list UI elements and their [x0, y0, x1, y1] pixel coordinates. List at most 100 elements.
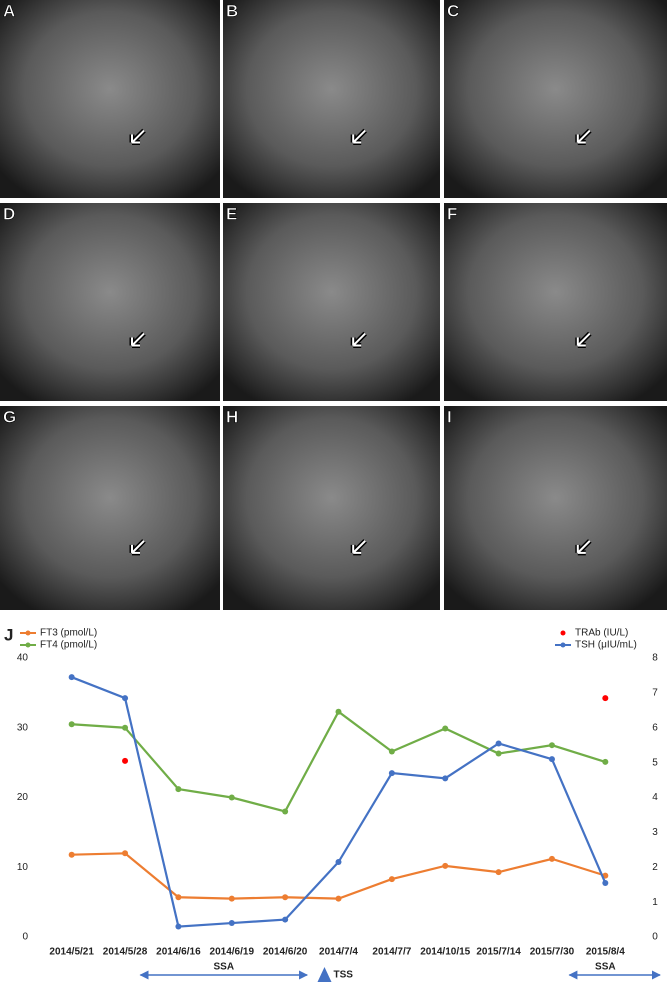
arrow-icon	[352, 540, 366, 554]
y2-tick-label: 4	[652, 792, 658, 803]
data-point	[68, 851, 75, 858]
data-point	[122, 695, 129, 702]
panel-label: H	[226, 407, 238, 426]
x-tick-label: 2014/5/21	[49, 947, 94, 958]
mri-image	[223, 0, 440, 198]
legend-label: TRAb (IU/L)	[575, 628, 628, 639]
data-point	[495, 740, 502, 747]
data-point	[548, 742, 555, 749]
y2-tick-label: 2	[652, 862, 658, 873]
legend-label: FT3 (pmol/L)	[40, 628, 97, 639]
x-tick-label: 2014/7/4	[319, 947, 358, 958]
data-point	[388, 748, 395, 755]
y2-tick-label: 0	[652, 932, 658, 943]
legend-marker	[25, 642, 31, 648]
legend-label: FT4 (pmol/L)	[40, 640, 97, 651]
x-tick-label: 2014/6/16	[156, 947, 201, 958]
annotation: TSS	[334, 970, 354, 981]
data-point	[282, 916, 289, 923]
data-point	[175, 923, 182, 930]
mri-image	[223, 406, 440, 610]
data-point	[68, 721, 75, 728]
x-tick-label: 2014/10/15	[420, 947, 470, 958]
mri-image	[0, 406, 220, 610]
mri-image	[223, 203, 440, 401]
y-tick-label: 30	[17, 722, 29, 733]
arrow-icon	[576, 332, 591, 347]
y2-tick-label: 8	[652, 653, 658, 664]
arrow-icon	[576, 129, 591, 144]
data-point	[122, 724, 129, 731]
data-point	[282, 894, 289, 901]
y2-tick-label: 5	[652, 757, 658, 768]
panel-label: E	[226, 204, 237, 223]
legend-label: TSH (μIU/mL)	[575, 640, 637, 651]
data-point	[442, 775, 449, 782]
mri-panels: A B C D E F G H I	[0, 0, 667, 610]
y-tick-label: 10	[17, 862, 29, 873]
mri-image	[444, 203, 667, 401]
mri-image	[0, 0, 220, 198]
x-tick-label: 2014/6/19	[210, 947, 255, 958]
panel-label: F	[447, 204, 457, 223]
y2-tick-label: 7	[652, 688, 658, 699]
panel-label: A	[3, 1, 15, 20]
y-tick-label: 20	[17, 792, 29, 803]
annotation: SSA	[213, 962, 234, 973]
data-point	[335, 895, 342, 902]
data-point	[228, 895, 235, 902]
mri-image	[0, 203, 220, 401]
data-point	[228, 794, 235, 801]
data-point	[495, 869, 502, 876]
data-point	[548, 756, 555, 763]
data-point	[122, 850, 129, 857]
data-point	[68, 674, 75, 681]
y2-tick-label: 3	[652, 827, 658, 838]
arrow-icon	[576, 540, 591, 554]
arrow-icon	[352, 129, 366, 144]
data-point	[122, 757, 129, 764]
data-point	[602, 695, 609, 702]
arrow-icon	[131, 129, 145, 144]
data-point	[282, 808, 289, 815]
legend-marker	[560, 630, 566, 636]
y-tick-label: 0	[22, 932, 28, 943]
data-point	[388, 770, 395, 777]
data-point	[602, 879, 609, 886]
panel-label: J	[4, 625, 13, 644]
data-point	[335, 708, 342, 715]
mri-image	[444, 406, 667, 610]
data-point	[495, 750, 502, 757]
panel-label: D	[3, 204, 15, 223]
mri-image	[444, 0, 667, 198]
chart: J 0 10 20 30 40 0 1 2 3 4 5 6 7 8 2014/5/21 2014/5/28 201…	[4, 625, 661, 982]
arrow-icon	[131, 540, 145, 554]
legend-marker	[25, 630, 31, 636]
x-tick-label: 2014/6/20	[263, 947, 308, 958]
panel-label: C	[447, 1, 459, 20]
x-tick-label: 2015/7/14	[476, 947, 521, 958]
y2-tick-label: 6	[652, 722, 658, 733]
data-point	[442, 725, 449, 732]
x-tick-label: 2015/7/30	[530, 947, 575, 958]
data-point	[388, 876, 395, 883]
series-line	[71, 710, 606, 813]
surgery-marker	[317, 967, 332, 982]
legend-marker	[560, 642, 566, 648]
x-tick-label: 2015/8/4	[586, 947, 625, 958]
data-point	[228, 920, 235, 927]
x-tick-label: 2014/7/7	[372, 947, 411, 958]
data-point	[335, 859, 342, 866]
arrow-icon	[131, 332, 145, 347]
arrow-icon	[352, 332, 366, 347]
panel-label: G	[3, 407, 16, 426]
data-point	[548, 855, 555, 862]
annotation: SSA	[595, 962, 616, 973]
y-tick-label: 40	[17, 653, 29, 664]
data-point	[175, 786, 182, 793]
x-tick-label: 2014/5/28	[103, 947, 148, 958]
y2-tick-label: 1	[652, 897, 658, 908]
panel-label: I	[447, 407, 452, 426]
data-point	[602, 758, 609, 765]
